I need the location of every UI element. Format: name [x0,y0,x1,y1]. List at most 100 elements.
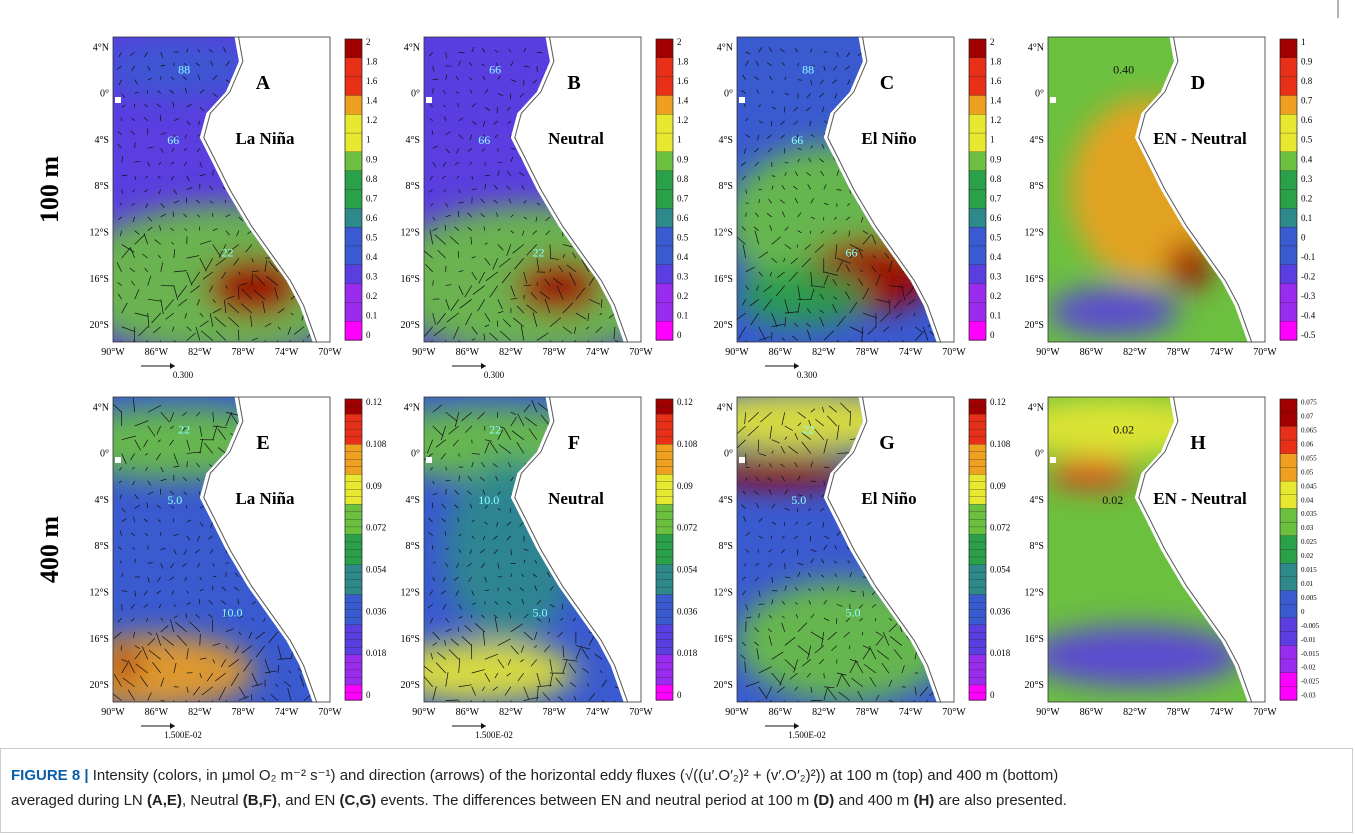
colorbar-cell [344,677,363,686]
flux-arrow [445,411,458,422]
flux-arrow [888,299,891,314]
flux-arrow [196,535,201,542]
flux-arrow [117,293,122,300]
flux-arrow [245,244,253,253]
flux-arrow [536,332,549,341]
flux-arrow [176,634,188,646]
colorbar-label: 0.8 [677,174,689,184]
flux-arrow [920,285,929,292]
flux-arrow [303,216,308,219]
flux-arrow [493,120,499,125]
flux-arrow [147,631,152,636]
flux-arrow [266,276,279,286]
flux-arrow [888,52,892,58]
flux-arrow [783,258,786,263]
flux-arrow [440,453,446,460]
flux-arrow [510,623,524,633]
flux-arrow [289,590,292,595]
flux-arrow [130,130,135,135]
colorbar-cell [1279,617,1298,633]
flux-arrow [296,233,305,245]
flux-arrow [312,661,313,674]
flux-arrow [134,650,142,660]
flux-arrow [288,101,292,108]
flux-arrow [769,425,773,439]
flux-arrow [290,79,296,83]
flux-arrow [446,312,459,323]
flux-arrow [134,312,149,317]
flux-arrow [810,549,817,552]
flux-arrow [214,316,227,328]
flux-arrow [212,425,227,429]
flux-arrow [467,476,473,482]
flux-arrow [425,263,433,273]
flux-arrow [248,631,253,639]
flux-arrow [280,453,292,465]
flux-arrow [792,185,798,190]
flux-arrow [287,517,292,523]
flux-arrow [201,330,214,341]
flux-arrow [923,549,929,553]
flux-arrow [849,301,858,314]
flux-arrow [134,91,139,94]
flux-arrow [756,648,760,660]
flux-arrow [600,670,603,674]
flux-arrow [806,93,812,98]
coastline [1138,36,1253,343]
colorbar-label: 0.025 [1301,538,1317,546]
flux-arrow [914,519,920,523]
flux-arrow [445,547,449,550]
flux-arrow [834,573,838,578]
flux-patch [1167,241,1211,291]
flux-arrow [581,259,590,273]
flux-arrow [510,549,512,556]
flux-arrow [131,202,135,207]
flux-arrow [247,230,253,235]
y-tick-label: 4°S [405,495,420,506]
flux-arrow [797,285,801,301]
flux-arrow [552,277,564,286]
flux-arrow [442,161,447,168]
flux-arrow [810,558,814,564]
flux-arrow [237,186,240,190]
flux-arrow [819,316,825,327]
flux-arrow [290,234,295,245]
flux-arrow [311,654,313,660]
colorbar-cell [344,639,363,648]
flux-arrow [536,202,541,206]
flux-arrow [116,262,122,273]
flux-arrow [548,618,551,623]
caption-text: (H) [913,792,935,809]
y-tick-label: 8°S [405,541,420,552]
y-tick-label: 4°N [93,402,109,413]
colorbar-label: 0.4 [990,252,1002,262]
flux-arrow [568,663,577,674]
flux-arrow [823,120,828,124]
flux-arrow [784,244,792,250]
colorbar-label: 1.8 [990,57,1002,67]
flux-arrow [523,631,534,641]
flux-arrow [595,453,603,468]
flux-arrow [122,677,135,688]
coastline [1138,396,1253,703]
flux-arrow [805,106,812,112]
flux-arrow [482,75,486,80]
flux-arrow [869,676,877,687]
flux-arrow [121,658,128,663]
flux-arrow [159,114,162,121]
y-tick-label: 8°S [718,541,733,552]
colorbar-label: 0.2 [1301,193,1312,203]
colorbar-cell [968,421,987,430]
flux-arrow [444,639,447,646]
flux-arrow [154,239,161,245]
flux-arrow [523,271,528,284]
colorbar-cell [344,647,363,656]
flux-arrow [277,665,280,674]
x-tick-label: 74°W [899,347,923,358]
colorbar-label: 0 [990,690,995,700]
flux-arrow [467,212,472,218]
flux-arrow [497,425,504,429]
flux-arrow [599,590,603,594]
flux-arrow [209,313,214,327]
contour-label: 10.0 [222,606,243,620]
